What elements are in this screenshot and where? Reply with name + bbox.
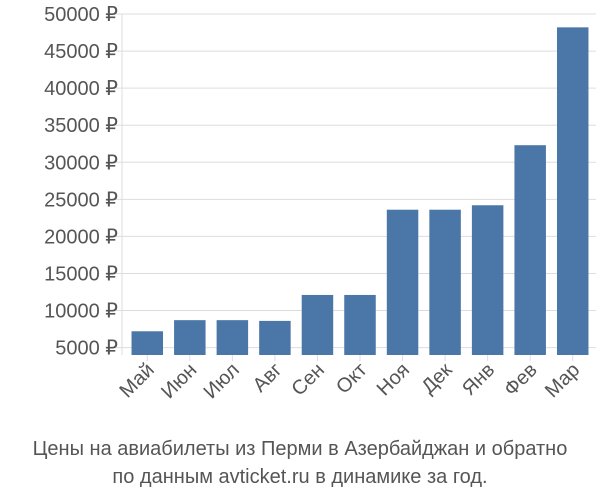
bar (301, 294, 334, 355)
y-tick-label: 50000 ₽ (44, 4, 118, 26)
y-axis-ticks: 5000 ₽ 10000 ₽ 15000 ₽ 20000 ₽ 25000 ₽ 30000 … (44, 4, 118, 360)
x-tick-label: Янв (458, 359, 499, 400)
x-tick-label: Май (116, 359, 159, 402)
x-tick-label: Июл (200, 359, 244, 403)
x-tick-label: Фев (500, 359, 542, 401)
bars (131, 27, 589, 356)
x-tick-label: Ноя (373, 359, 414, 400)
bar (174, 320, 206, 355)
x-tick-label: Мар (541, 359, 584, 402)
y-tick-label: 25000 ₽ (44, 189, 118, 211)
y-tick-label: 45000 ₽ (44, 41, 118, 63)
y-tick-label: 35000 ₽ (44, 115, 118, 137)
caption-line-2: по данным avticket.ru в динамике за год. (112, 466, 487, 488)
y-tick-label: 30000 ₽ (44, 152, 118, 174)
bar (514, 145, 546, 355)
bar (216, 320, 249, 355)
x-tick-label: Авг (249, 359, 287, 397)
y-tick-label: 5000 ₽ (55, 338, 118, 360)
y-tick-label: 40000 ₽ (44, 78, 118, 100)
bar (131, 331, 164, 355)
x-tick-label: Окт (332, 359, 371, 398)
bar (386, 209, 419, 355)
x-tick-label: Дек (417, 359, 456, 398)
x-tick-label: Июн (157, 359, 201, 403)
y-tick-label: 15000 ₽ (44, 263, 118, 285)
bar (556, 27, 589, 356)
y-tick-label: 10000 ₽ (44, 301, 118, 323)
y-tick-label: 20000 ₽ (44, 226, 118, 248)
bar (259, 320, 291, 355)
bar (344, 294, 376, 355)
bar (471, 205, 504, 355)
caption-line-1: Цены на авиабилеты из Перми в Азербайджа… (33, 438, 568, 460)
bar (429, 209, 461, 355)
x-tick-label: Сен (288, 359, 329, 400)
